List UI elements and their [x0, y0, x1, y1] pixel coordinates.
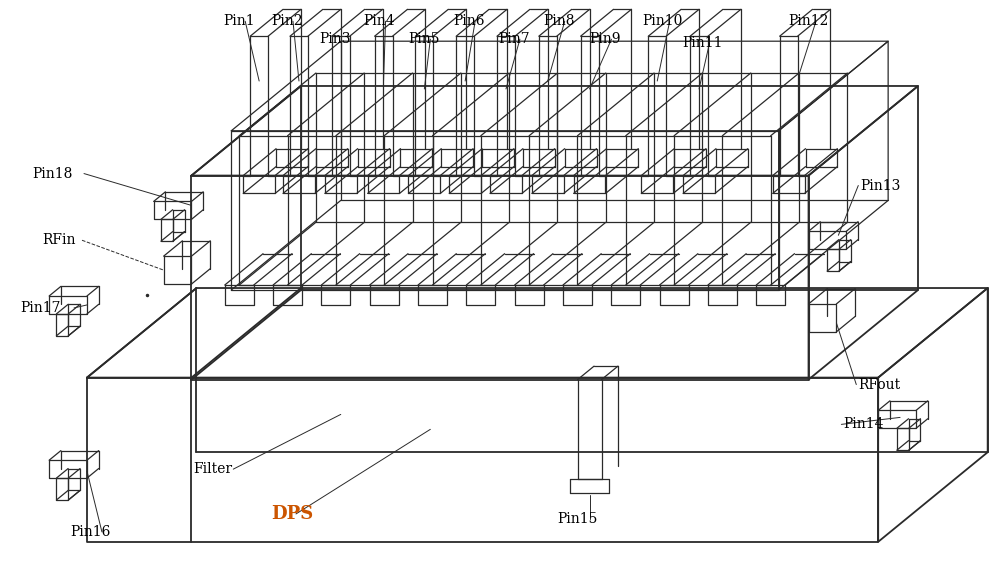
Text: RFin: RFin: [42, 233, 76, 247]
Text: DPS: DPS: [271, 505, 313, 523]
Text: Pin9: Pin9: [590, 32, 621, 46]
Text: RFout: RFout: [858, 378, 900, 392]
Text: Pin13: Pin13: [860, 178, 901, 192]
Text: Pin17: Pin17: [20, 301, 61, 315]
Text: Pin8: Pin8: [543, 15, 574, 29]
Text: Pin10: Pin10: [642, 15, 683, 29]
Text: Pin3: Pin3: [319, 32, 350, 46]
Text: Pin5: Pin5: [408, 32, 440, 46]
Text: Pin18: Pin18: [32, 167, 73, 181]
Text: Filter: Filter: [193, 462, 233, 476]
Text: Pin16: Pin16: [70, 525, 110, 539]
Text: Pin1: Pin1: [223, 15, 255, 29]
Text: Pin4: Pin4: [364, 15, 395, 29]
Text: Pin6: Pin6: [453, 15, 485, 29]
Text: Pin2: Pin2: [271, 15, 303, 29]
Text: Pin14: Pin14: [843, 417, 884, 431]
Text: Pin15: Pin15: [558, 512, 598, 526]
Text: Pin7: Pin7: [498, 32, 530, 46]
Text: Pin12: Pin12: [789, 15, 829, 29]
Text: Pin11: Pin11: [682, 36, 723, 50]
